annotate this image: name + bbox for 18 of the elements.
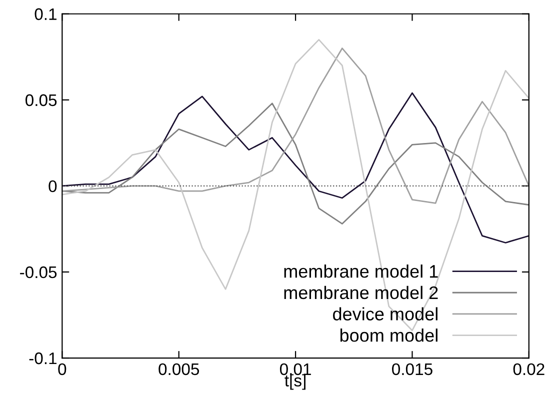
line-series bbox=[62, 102, 529, 224]
line-series bbox=[62, 48, 529, 204]
line-series bbox=[62, 92, 529, 244]
x-tick-label: 0.015 bbox=[392, 363, 432, 376]
legend-label: boom model bbox=[340, 328, 438, 342]
x-tick-label: 0.02 bbox=[513, 363, 544, 376]
y-tick-label: 0.05 bbox=[26, 94, 57, 106]
x-axis-title: t[s] bbox=[284, 374, 306, 390]
legend-label: membrane model 2 bbox=[284, 286, 438, 300]
legend-label: device model bbox=[333, 307, 438, 320]
x-tick-label: 0 bbox=[58, 363, 66, 376]
y-tick-label: 0 bbox=[48, 180, 57, 192]
y-tick-label: 0.1 bbox=[34, 8, 56, 20]
x-tick-label: 0.01 bbox=[280, 363, 311, 376]
y-tick-label: -0.05 bbox=[20, 266, 57, 278]
x-tick-label: 0.005 bbox=[158, 363, 200, 376]
legend-label: membrane model 1 bbox=[284, 264, 438, 278]
y-tick-label: -0.1 bbox=[29, 352, 56, 364]
